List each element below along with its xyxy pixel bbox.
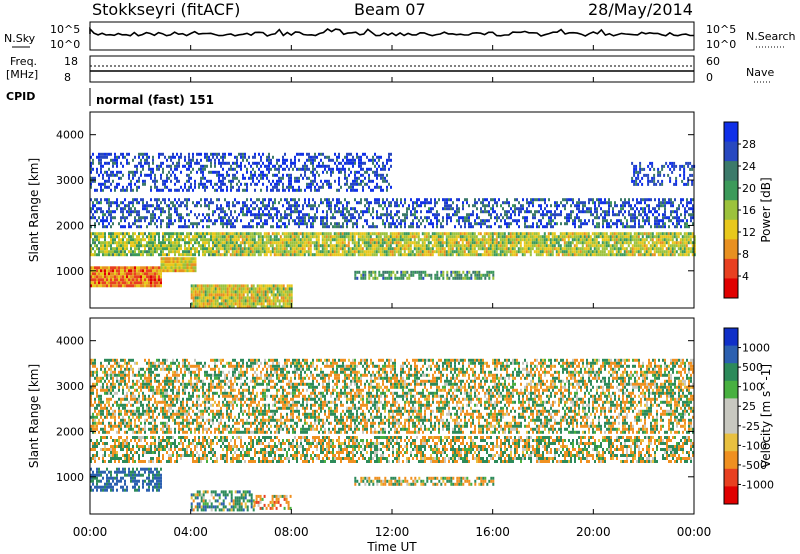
vel-colorbar-swatch-7 bbox=[724, 451, 738, 470]
power-colorbar-swatch-2 bbox=[724, 161, 738, 182]
vel-colorbar-swatch-9 bbox=[724, 486, 738, 505]
vel-colorbar-tick-label-3: 25 bbox=[742, 400, 756, 413]
power-region-2 bbox=[90, 232, 216, 257]
power-y-label: Slant Range [km] bbox=[27, 158, 41, 262]
freq-left-label-2: [MHz] bbox=[6, 68, 38, 81]
xtick-label-3: 12:00 bbox=[375, 525, 410, 539]
power-region-3 bbox=[215, 232, 696, 257]
date-title: 28/May/2014 bbox=[588, 0, 693, 19]
vel-colorbar-swatch-5 bbox=[724, 416, 738, 435]
power-region-0 bbox=[90, 266, 162, 288]
noise-left-tick-top: 10^5 bbox=[50, 23, 80, 36]
vel-colorbar-frame bbox=[723, 327, 739, 505]
velocity-colorbar: 1000 500 100 25 -25 -100 -500 -1000 bbox=[723, 327, 774, 505]
vel-colorbar-tick-label-7: -1000 bbox=[742, 478, 774, 491]
power-colorbar-swatch-1 bbox=[724, 141, 738, 162]
vel-colorbar-swatch-3 bbox=[724, 380, 738, 399]
power-colorbar-swatch-7 bbox=[724, 258, 738, 279]
vel-colorbar-tick-label-1: 500 bbox=[742, 361, 763, 374]
power-region-5 bbox=[354, 270, 495, 280]
vel-region-5 bbox=[90, 358, 694, 434]
xtick-label-5: 20:00 bbox=[576, 525, 611, 539]
freq-left-tick-top: 18 bbox=[64, 55, 78, 68]
vel-ytick-label-1: 2000 bbox=[56, 425, 84, 438]
freq-right-tick-bottom: 0 bbox=[706, 71, 713, 84]
power-ytick-label-0: 1000 bbox=[56, 265, 84, 278]
vel-colorbar-swatch-1 bbox=[724, 345, 738, 364]
vel-colorbar-tick-label-5: -100 bbox=[742, 439, 767, 452]
power-colorbar-tick-label-2: 12 bbox=[742, 226, 756, 239]
power-colorbar-tick-label-5: 24 bbox=[742, 160, 756, 173]
power-y-axis: 1000 2000 3000 4000 bbox=[56, 129, 694, 278]
vel-colorbar-tick-label-0: 1000 bbox=[742, 342, 770, 355]
power-colorbar-swatch-6 bbox=[724, 239, 738, 260]
vel-colorbar-tick-label-2: 100 bbox=[742, 381, 763, 394]
vel-ytick-label-3: 4000 bbox=[56, 335, 84, 348]
vel-colorbar-swatch-0 bbox=[724, 328, 738, 347]
vel-region-3 bbox=[253, 494, 292, 510]
power-region-4 bbox=[190, 284, 293, 309]
cpid-label: CPID bbox=[6, 90, 35, 103]
power-colorbar-tick-label-4: 20 bbox=[742, 182, 756, 195]
power-region-8 bbox=[631, 161, 696, 186]
cpid-value: normal (fast) 151 bbox=[96, 93, 214, 107]
vel-colorbar-swatch-6 bbox=[724, 433, 738, 452]
vel-colorbar-swatch-8 bbox=[724, 468, 738, 487]
xtick-label-2: 08:00 bbox=[274, 525, 309, 539]
vel-colorbar-swatch-4 bbox=[724, 398, 738, 417]
velocity-y-axis: 1000 2000 3000 4000 bbox=[56, 335, 694, 484]
beam-title: Beam 07 bbox=[354, 0, 426, 19]
power-colorbar-tick-label-1: 8 bbox=[742, 248, 749, 261]
power-ytick-label-1: 2000 bbox=[56, 219, 84, 232]
vel-ytick-label-2: 3000 bbox=[56, 380, 84, 393]
vel-region-4 bbox=[354, 476, 495, 486]
vel-colorbar-swatch-2 bbox=[724, 363, 738, 382]
vel-region-1 bbox=[90, 436, 694, 463]
velocity-colorbar-label: Velocity [m s^-1] bbox=[759, 364, 773, 468]
freq-left-label-1: Freq. bbox=[10, 55, 37, 68]
freq-left-tick-bottom: 8 bbox=[64, 71, 71, 84]
velocity-heatmap bbox=[90, 358, 694, 512]
noise-right-label: N.Search bbox=[746, 30, 796, 43]
power-colorbar: 4 8 12 16 20 24 28 bbox=[723, 121, 756, 299]
power-region-1 bbox=[160, 257, 197, 273]
power-colorbar-swatch-3 bbox=[724, 180, 738, 201]
freq-right-tick-top: 60 bbox=[706, 55, 720, 68]
x-axis-label: Time UT bbox=[366, 540, 417, 554]
power-colorbar-tick-label-0: 4 bbox=[742, 270, 749, 283]
xtick-label-4: 16:00 bbox=[475, 525, 510, 539]
power-colorbar-swatch-5 bbox=[724, 219, 738, 240]
power-region-7 bbox=[90, 152, 392, 192]
power-colorbar-tick-label-3: 16 bbox=[742, 204, 756, 217]
noise-left-tick-bottom: 10^0 bbox=[50, 38, 80, 51]
noise-left-label: N.Sky bbox=[4, 32, 36, 45]
xtick-label-6: 00:00 bbox=[677, 525, 712, 539]
power-colorbar-tick-label-6: 28 bbox=[742, 138, 756, 151]
vel-colorbar-tick-label-4: -25 bbox=[742, 420, 760, 433]
power-ytick-label-3: 4000 bbox=[56, 129, 84, 142]
xtick-label-1: 04:00 bbox=[173, 525, 208, 539]
noise-right-tick-bottom: 10^0 bbox=[706, 38, 736, 51]
power-colorbar-swatch-8 bbox=[724, 278, 738, 299]
vel-ytick-label-0: 1000 bbox=[56, 471, 84, 484]
vel-colorbar-tick-label-6: -500 bbox=[742, 459, 767, 472]
power-colorbar-swatch-0 bbox=[724, 122, 738, 143]
power-colorbar-swatch-4 bbox=[724, 200, 738, 221]
noise-right-tick-top: 10^5 bbox=[706, 23, 736, 36]
power-heatmap bbox=[90, 152, 696, 309]
xtick-label-0: 00:00 bbox=[73, 525, 108, 539]
vel-region-0 bbox=[90, 467, 162, 492]
power-ytick-label-2: 3000 bbox=[56, 174, 84, 187]
vel-region-2 bbox=[190, 490, 255, 512]
freq-right-label: Nave bbox=[746, 66, 774, 79]
power-colorbar-label: Power [dB] bbox=[759, 177, 773, 242]
station-title: Stokkseyri (fitACF) bbox=[92, 0, 240, 19]
power-region-6 bbox=[90, 198, 694, 229]
time-x-axis: 00:00 04:00 08:00 12:00 16:00 20:00 00:00 bbox=[73, 45, 712, 539]
velocity-y-label: Slant Range [km] bbox=[27, 364, 41, 468]
noise-series-line bbox=[89, 27, 694, 37]
